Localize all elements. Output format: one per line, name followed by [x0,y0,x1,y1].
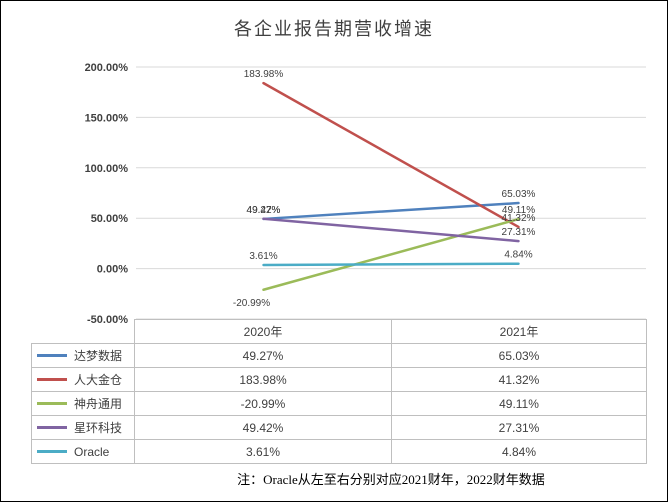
data-table-body: 达梦数据 49.27% 65.03% 人大金仓 183.98% 41.32% 神舟通用 -20… [31,343,647,464]
legend-key-icon [37,354,67,357]
data-label: 41.32% [502,213,536,224]
series-line [262,217,520,243]
data-label: 183.98% [244,69,284,80]
value-cell: -20.99% [134,391,392,416]
column-header: 2021年 [391,319,647,344]
series-line [262,201,520,221]
value-cell: 41.32% [391,367,647,392]
data-label: 65.03% [502,189,536,200]
legend-cell: 神舟通用 [31,391,135,416]
data-label: 27.31% [502,227,536,238]
legend-column-corner [31,319,135,344]
y-axis-tick-label: 100.00% [85,163,129,175]
value-cell: 49.42% [134,415,392,440]
table-row: 星环科技 49.42% 27.31% [31,415,647,440]
value-cell: 183.98% [134,367,392,392]
y-axis-tick-label: 150.00% [85,112,129,124]
series-name: 人大金仓 [74,373,123,387]
legend-key-icon [37,378,67,381]
table-row: Oracle 3.61% 4.84% [31,439,647,464]
value-cell: 49.27% [134,343,392,368]
value-cell: 27.31% [391,415,647,440]
column-header: 2020年 [134,319,392,344]
value-cell: 65.03% [391,343,647,368]
data-label: 49.11% [502,205,535,216]
data-table: 2020年 2021年 达梦数据 49.27% 65.03% 人大金仓 183.98% 41… [31,319,647,464]
table-row: 2020年 2021年 [31,319,647,344]
chart-title: 各企业报告期营收增速 [234,19,434,39]
series-line [262,81,520,229]
value-cell: 4.84% [391,439,647,464]
legend-cell: 人大金仓 [31,367,135,392]
y-axis-tick-label: 50.00% [91,213,129,225]
data-label: 49.27% [247,205,281,216]
value-cell: 49.11% [391,391,647,416]
table-row: 神舟通用 -20.99% 49.11% [31,391,647,416]
value-cell: 3.61% [134,439,392,464]
legend-cell: 星环科技 [31,415,135,440]
data-label: 3.61% [249,251,277,262]
data-label: -20.99% [233,298,270,309]
series-name: 神舟通用 [74,397,123,411]
series-line [262,217,520,292]
legend-key-icon [37,426,67,429]
table-row: 达梦数据 49.27% 65.03% [31,343,647,368]
y-axis-tick-label: 200.00% [85,62,129,74]
footnote: 注：Oracle从左至右分别对应2021财年，2022财年数据 [237,472,545,487]
series-line [262,262,520,267]
data-label: 49.42% [247,205,281,216]
data-label: 4.84% [504,250,532,261]
y-axis-tick-label: 0.00% [97,264,128,276]
series-name: 星环科技 [74,421,123,435]
legend-key-icon [37,402,67,405]
series-name: Oracle [74,444,110,459]
table-row: 人大金仓 183.98% 41.32% [31,367,647,392]
data-table-header: 2020年 2021年 [31,319,647,344]
legend-key-icon [37,450,67,453]
legend-cell: 达梦数据 [31,343,135,368]
legend-cell: Oracle [31,439,135,464]
series-name: 达梦数据 [74,349,123,363]
